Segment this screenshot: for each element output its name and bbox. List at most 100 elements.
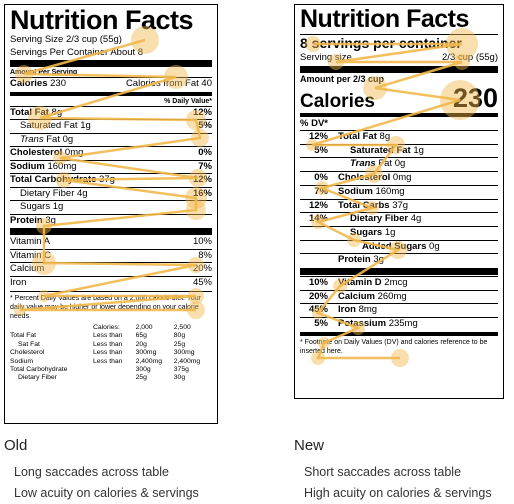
old-vitamin-row: Calcium 20% (10, 262, 212, 276)
old-foot-table-cell: Total Carbohydrate (10, 366, 68, 374)
old-calories-label: Calories (10, 78, 48, 89)
old-servings-per-container: Servings Per Container About 8 (10, 46, 144, 58)
old-foot-table-cell (93, 374, 136, 382)
new-vitamin-row-amount: 2mcg (384, 277, 408, 289)
new-nutrient-row-dv: 0% (300, 171, 334, 185)
new-nutrient-row-name: Added Sugars (362, 240, 427, 252)
new-nutrient-row: Total Carbs 37g (334, 198, 498, 213)
old-foot-table-cell: 2,500 (173, 324, 191, 331)
old-nutrient-name: Sugars (20, 201, 51, 212)
new-serving-size-value: 2/3 cup (55g) (442, 52, 498, 63)
old-nutrient-amount: 160mg (47, 160, 77, 172)
new-nutrient-row-name: Total Fat (338, 131, 377, 142)
old-nutrient-row: Trans Fat 0g (10, 132, 212, 147)
old-foot-table-cell: 300mg (173, 349, 195, 357)
new-vitamin-row-amount: 8mg (358, 304, 378, 316)
new-nutrition-label: Nutrition Facts 8 servings per container… (294, 4, 504, 399)
old-caption-line2: Low acuity on calories & servings (14, 486, 199, 500)
new-calories-value: 230 (452, 84, 498, 112)
new-divider-footer (300, 331, 498, 336)
new-nutrient-row: Protein 3g (334, 253, 498, 267)
new-nutrient-row-dv: 14% (300, 212, 334, 226)
old-nutrient-amount: 3g (45, 214, 56, 226)
new-nutrient-row: Sodium 160mg (334, 184, 498, 199)
old-vitamin-name: Vitamin C (10, 249, 52, 261)
old-foot-table-cell: Sodium (10, 357, 34, 365)
old-foot-table-row: Sodium Less than 2,400mg 2,400mg (10, 358, 212, 366)
new-vitamin-row-name: Potassium (338, 318, 387, 330)
old-foot-table-cell: 65g (135, 332, 147, 340)
new-divider-med (300, 112, 498, 117)
old-nutrient-amount: Fat 0g (46, 133, 74, 145)
new-vitamin-row-dv: 5% (300, 317, 334, 331)
new-vitamin-row-dv: 10% (300, 276, 334, 290)
old-nutrient-row: Sugars 1g (10, 200, 212, 214)
old-nutrient-amount: 1g (80, 120, 91, 131)
old-foot-table-cell: 2,000 (135, 324, 153, 331)
old-foot-table-cell: Calories: (92, 324, 120, 331)
new-nutrient-row-amount: 160mg (375, 185, 405, 197)
old-foot-table-cell: 25g (135, 374, 147, 382)
old-foot-table-cell: 2,400mg (135, 357, 163, 365)
new-vitamin-row-dv: 20% (300, 289, 334, 304)
old-foot-table-cell: 300mg (135, 349, 157, 357)
old-foot-table-cell: 375g (173, 366, 189, 374)
old-foot-table-cell: Sat Fat (18, 340, 40, 348)
new-nutrient-rows: 12% Total Fat 8g 5% Saturated Fat 1g Trans F… (300, 130, 498, 267)
old-foot-table-cell: Cholesterol (10, 349, 45, 357)
old-vitamin-row: Vitamin C 8% (10, 248, 212, 263)
new-nutrient-row-dv: 12% (300, 130, 334, 144)
new-nutrient-row-amount: 37g (392, 199, 409, 211)
old-foot-table-cell: Dietary Fiber (18, 374, 57, 382)
old-foot-table-header: Calories: 2,000 2,500 (10, 324, 212, 332)
new-vitamin-row: Calcium 260mg (334, 289, 498, 304)
new-nutrient-row-amount: 1g (413, 144, 424, 156)
old-vitamin-dv: 8% (198, 249, 212, 261)
old-foot-table-cell: 25g (173, 340, 186, 348)
old-label-title: Nutrition Facts (10, 5, 194, 35)
new-nutrient-row: Cholesterol 0mg (334, 171, 498, 185)
new-vitamin-row: Potassium 235mg (334, 317, 498, 331)
old-nutrient-name: Total Carbohydrate (10, 174, 97, 185)
old-nutrient-amount: 1g (52, 201, 64, 212)
old-nutrition-label: Nutrition Facts Serving Size 2/3 cup (55… (4, 4, 218, 424)
old-nutrient-row: Sodium 160mg 7% (10, 159, 212, 174)
new-nutrient-row: Sugars 1g (334, 225, 498, 240)
old-nutrient-row: Total Carbohydrate 37g 12% (10, 173, 212, 187)
new-serving-size-row: Serving size 2/3 cup (55g) (300, 52, 498, 65)
old-foot-table-row: Sat Fat Less than 20g 25g (10, 341, 212, 349)
new-nutrient-row-name: Saturated Fat (350, 144, 411, 156)
new-label-title: Nutrition Facts (300, 5, 469, 33)
new-nutrient-row-name: Protein (338, 254, 371, 266)
new-servings-per-container: 8 servings per container (300, 35, 462, 51)
old-nutrient-rows: Total Fat 8g 12% Saturated Fat 1g 5% Trans F… (10, 105, 212, 228)
new-nutrient-row-amount: 3g (373, 254, 384, 266)
old-serving-size: Serving Size 2/3 cup (55g) (10, 34, 122, 45)
old-nutrient-dv: 16% (192, 187, 212, 199)
new-amount-per: Amount per 2/3 cup (300, 73, 385, 84)
old-nutrient-amount: 4g (77, 187, 88, 199)
old-nutrient-row: Total Fat 8g 12% (10, 105, 212, 120)
new-vitamin-row-amount: 235mg (388, 318, 418, 330)
new-nutrient-row-amount: 0g (429, 240, 440, 252)
old-nutrient-dv: 7% (198, 160, 212, 172)
old-nutrient-name: Trans (20, 133, 44, 145)
new-vitamin-row-dv: 45% (300, 303, 334, 317)
new-vitamin-rows: 10% Vitamin D 2mcg 20% Calcium 260mg 45% Iron… (300, 276, 498, 331)
new-caption-line1: Short saccades across table (304, 465, 462, 479)
old-nutrient-dv: 12% (192, 174, 212, 185)
new-vitamin-row: Vitamin D 2mcg (334, 276, 498, 290)
new-dv-header: % DV* (300, 117, 328, 129)
old-vitamin-dv: 20% (192, 263, 212, 274)
old-nutrient-row: Dietary Fiber 4g 16% (10, 186, 212, 201)
old-vitamin-name: Vitamin A (10, 236, 50, 247)
old-foot-table-row: Cholesterol Less than 300mg 300mg (10, 349, 212, 357)
new-footnote: * Footnote on Daily Values (DV) and calo… (300, 338, 488, 355)
old-foot-table-cell: Less than (92, 340, 123, 348)
old-foot-table-cell: 30g (173, 374, 186, 382)
new-nutrient-row-name: Total Carbs (338, 199, 390, 211)
new-nutrient-row-name: Cholesterol (338, 172, 391, 184)
old-foot-table-row: Dietary Fiber 25g 30g (10, 374, 212, 382)
new-nutrient-row-amount: 1g (384, 226, 396, 238)
old-caption-line1: Long saccades across table (14, 465, 169, 479)
